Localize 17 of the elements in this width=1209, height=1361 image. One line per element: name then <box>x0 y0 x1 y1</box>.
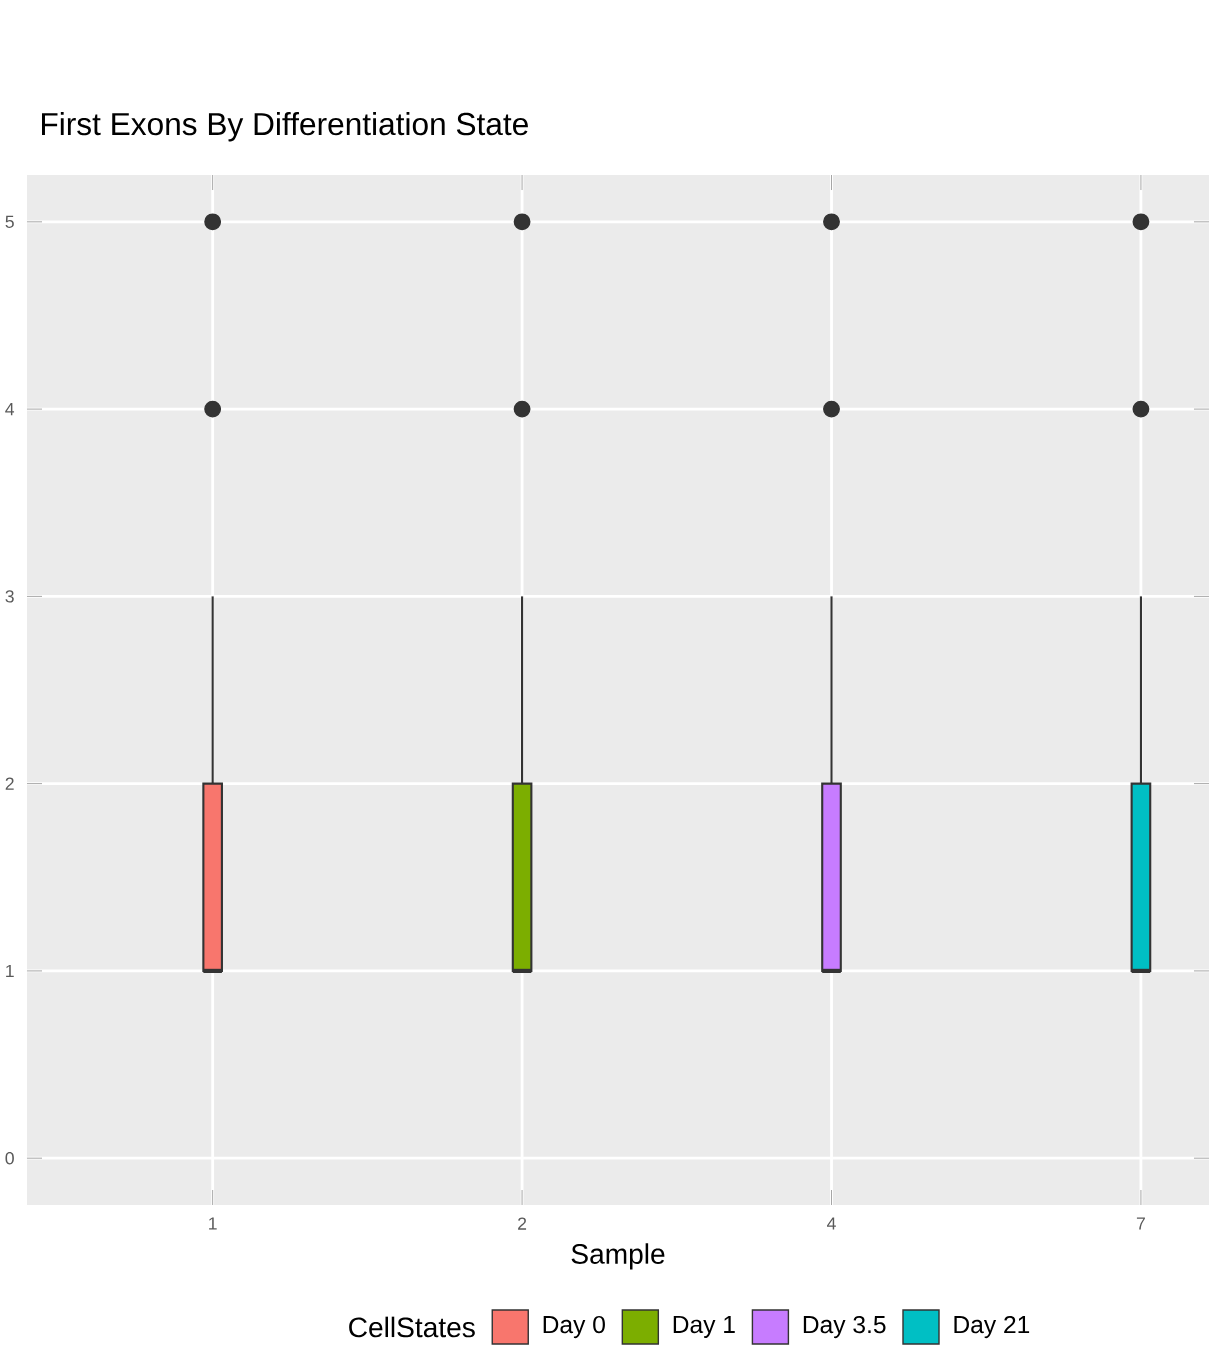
x-tick-label: 1 <box>209 1217 217 1230</box>
y-tick-label: 5 <box>5 215 14 228</box>
legend-label: Day 3.5 <box>803 1315 886 1339</box>
x-tick-label: 7 <box>1136 1217 1145 1230</box>
x-axis-title: Sample <box>571 1243 665 1270</box>
y-tick-label: 1 <box>6 964 14 977</box>
x-tick-label: 4 <box>827 1217 836 1230</box>
y-tick-label: 3 <box>5 590 14 603</box>
legend-label: Day 21 <box>954 1315 1030 1339</box>
legend-label: Day 1 <box>673 1315 735 1339</box>
legend-title: CellStates <box>349 1316 475 1338</box>
y-tick-label: 4 <box>5 403 15 416</box>
legend-label: Day 0 <box>543 1315 605 1339</box>
y-tick-label: 2 <box>5 777 14 790</box>
y-tick-label: 0 <box>5 1151 14 1165</box>
x-tick-label: 2 <box>518 1217 527 1230</box>
chart-title: First Exons By Differentiation State <box>42 112 528 142</box>
